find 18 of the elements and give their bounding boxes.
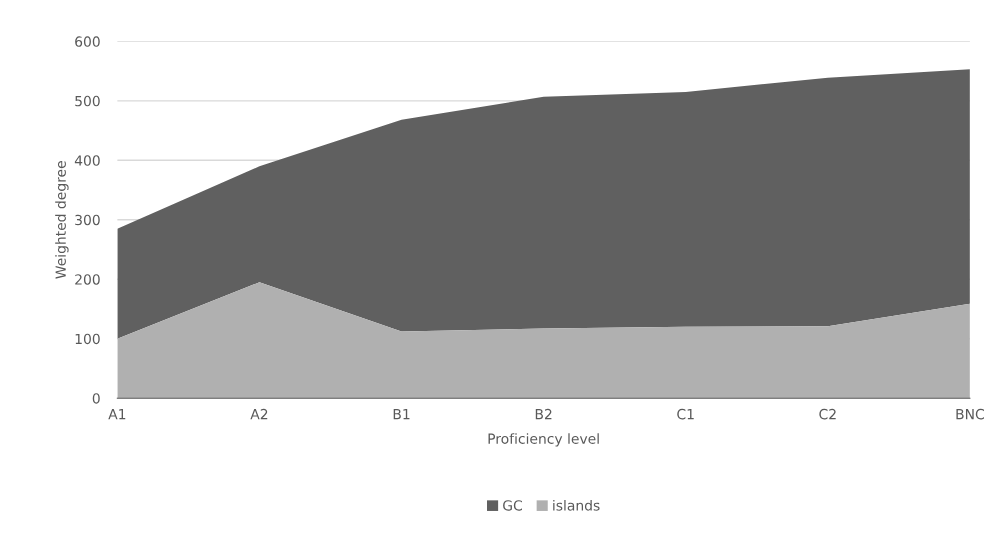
x-tick-label: C1 [677, 408, 694, 420]
y-tick-label: 300 [75, 214, 100, 226]
x-tick-label: C2 [819, 408, 836, 420]
x-tick-label: B2 [535, 408, 552, 420]
y-tick-label: 600 [75, 36, 100, 47]
legend-label: GC [503, 500, 522, 511]
y-tick-label: 200 [75, 274, 100, 285]
x-tick-label: BNC [956, 408, 984, 420]
x-tick-label: A1 [108, 409, 126, 420]
y-tick-label: 500 [75, 95, 100, 107]
y-tick-label: 400 [74, 155, 100, 166]
x-tick-label: A2 [250, 408, 268, 420]
y-tick-label: 0 [92, 393, 100, 404]
x-tick-label: B1 [393, 409, 410, 420]
x-axis-title: Proficiency level [488, 433, 599, 447]
y-axis-title: Weighted degree [55, 161, 69, 279]
legend-label: islands [553, 499, 600, 511]
y-tick-label: 100 [75, 333, 100, 345]
